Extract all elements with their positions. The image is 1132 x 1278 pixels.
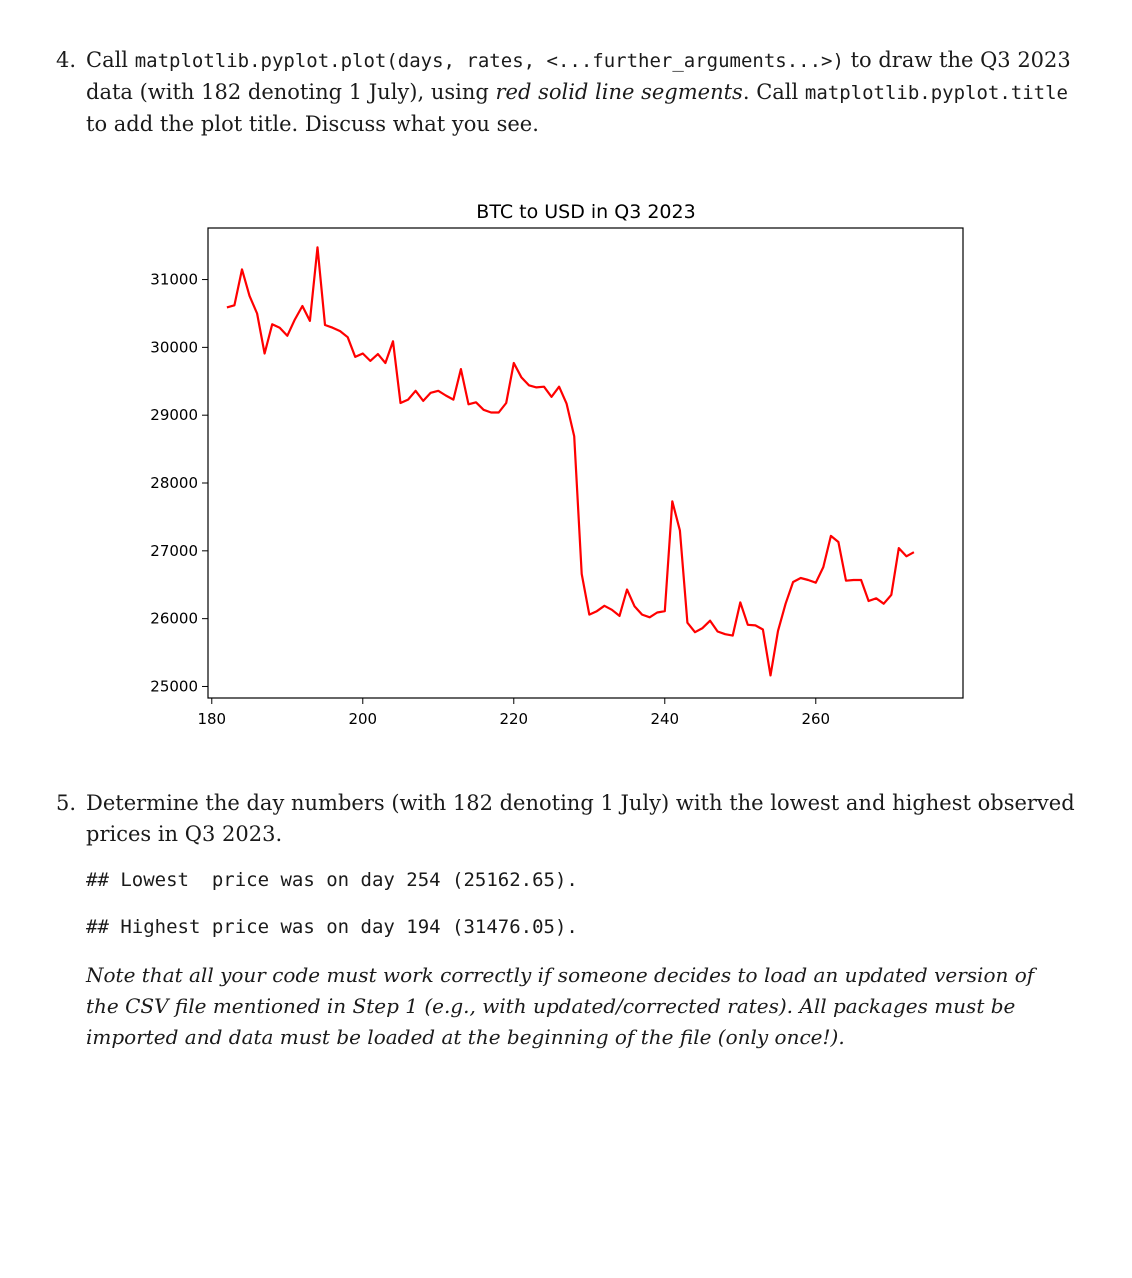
y-tick-label: 30000 [150, 338, 198, 356]
q4-text-part4: to add the plot title. Discuss what you … [86, 112, 539, 136]
q4-emphasis: red solid line segments [495, 80, 743, 104]
lowest-price-result: ## Lowest price was on day 254 (25162.65… [86, 869, 578, 891]
y-tick-label: 27000 [150, 542, 198, 560]
y-tick-label: 26000 [150, 610, 198, 628]
q4-code-title: matplotlib.pyplot.title [804, 82, 1068, 104]
y-tick-label: 25000 [150, 677, 198, 695]
btc-line-chart: BTC to USD in Q3 2023 180 200 220 240 260 250… [150, 201, 964, 728]
question-4: 4. Call matplotlib.pyplot.plot(days, rat… [56, 45, 1076, 140]
question-4-number: 4. [56, 48, 77, 72]
q4-text-part3: . Call [742, 80, 805, 104]
q4-text-part1: Call [86, 48, 135, 72]
x-tick-label: 200 [348, 710, 377, 728]
question-5-text: Determine the day numbers (with 182 deno… [86, 791, 1075, 846]
x-tick-label: 260 [801, 710, 830, 728]
y-tick-label: 31000 [150, 271, 198, 289]
note-paragraph: Note that all your code must work correc… [86, 963, 1035, 1049]
q4-text-part2: to draw the Q3 2023 data (with 182 denot… [86, 48, 1071, 104]
q4-code-plot: matplotlib.pyplot.plot(days, rates, <...… [134, 50, 844, 72]
highest-price-result: ## Highest price was on day 194 (31476.0… [86, 916, 578, 938]
x-tick-label: 220 [499, 710, 528, 728]
y-tick-label: 28000 [150, 474, 198, 492]
x-tick-label: 240 [650, 710, 679, 728]
plot-area-frame [207, 227, 964, 699]
axis-ticks: 180 200 220 240 260 25000 26000 27000 28000 29000… [150, 271, 830, 728]
x-tick-label: 180 [197, 710, 226, 728]
btc-price-series-line [226, 246, 915, 677]
question-4-text: Call matplotlib.pyplot.plot(days, rates,… [86, 45, 1076, 140]
y-tick-label: 29000 [150, 406, 198, 424]
chart-title: BTC to USD in Q3 2023 [476, 201, 695, 223]
question-5: 5. Determine the day numbers (with 182 d… [56, 788, 1076, 850]
question-5-number: 5. [56, 791, 77, 815]
